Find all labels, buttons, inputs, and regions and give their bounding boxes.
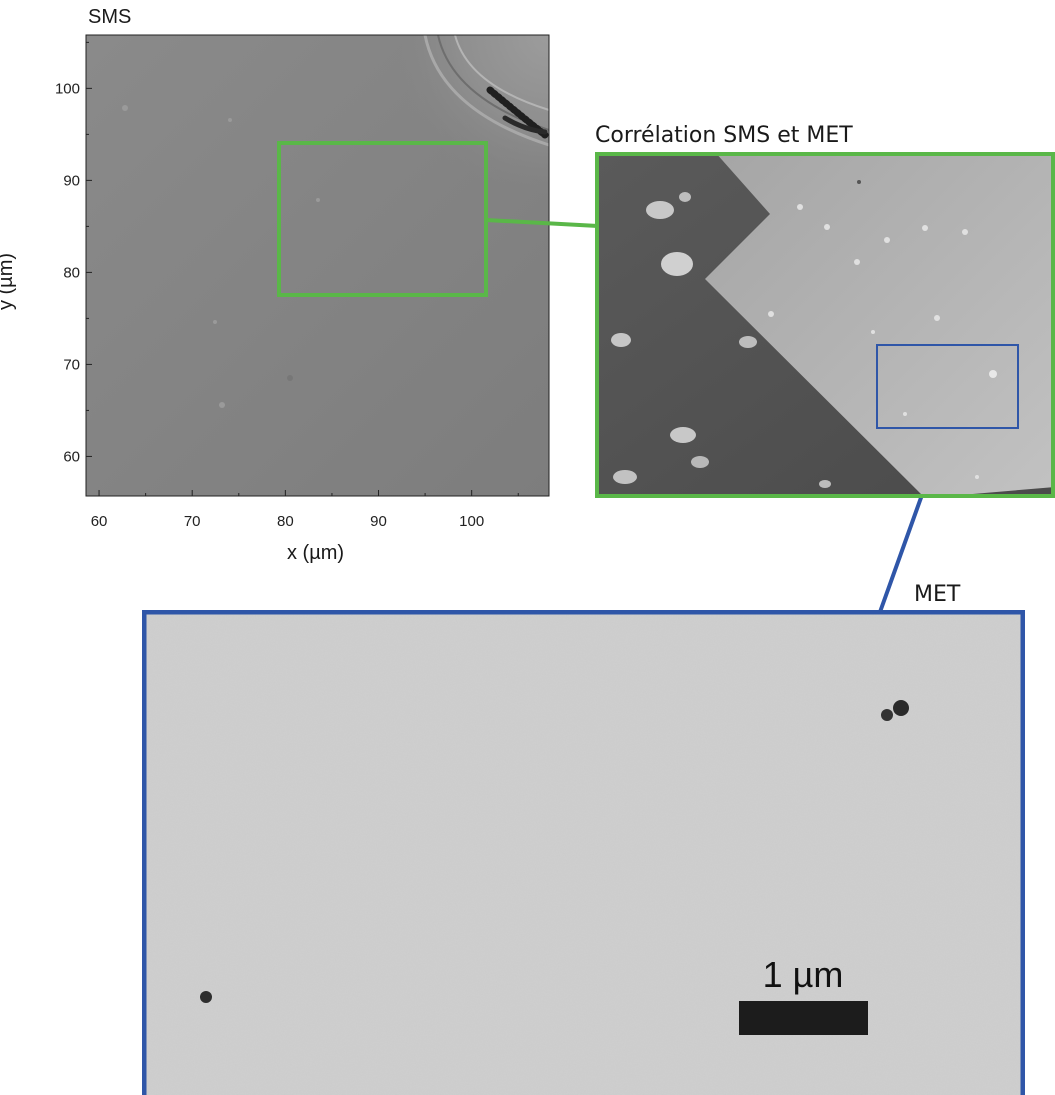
correlation-border <box>595 152 1055 498</box>
sms-x-axis: 60 70 80 90 100 <box>91 490 519 530</box>
dot <box>989 370 997 378</box>
nanoparticle <box>893 700 909 716</box>
sms-speck <box>228 118 232 122</box>
x-tick-label: 70 <box>184 513 201 530</box>
sms-plot: 60 70 80 90 100 60 70 80 90 100 <box>55 34 550 530</box>
dot <box>854 259 860 265</box>
blob <box>679 192 691 202</box>
blob <box>646 201 674 219</box>
sms-speck <box>316 198 320 202</box>
dot <box>903 412 907 416</box>
sms-y-axis: 60 70 80 90 100 <box>55 41 92 465</box>
blob <box>613 470 637 484</box>
sms-speck <box>287 375 293 381</box>
sms-speck <box>213 320 217 324</box>
dot <box>962 229 968 235</box>
sms-ring-3 <box>454 34 550 111</box>
sms-x-label: x (µm) <box>287 542 345 564</box>
dot <box>824 224 830 230</box>
correlation-image <box>595 152 1055 498</box>
blob <box>691 456 709 468</box>
sms-title: SMS <box>88 6 132 28</box>
dot <box>871 330 875 334</box>
y-tick-label: 90 <box>63 172 80 189</box>
blob <box>661 252 693 276</box>
sms-speck <box>122 105 128 111</box>
dot <box>934 315 940 321</box>
scale-bar <box>739 1001 868 1035</box>
x-tick-label: 90 <box>370 513 387 530</box>
sms-frame <box>85 34 550 497</box>
x-tick-label: 80 <box>277 513 294 530</box>
blob <box>739 336 757 348</box>
y-tick-label: 60 <box>63 448 80 465</box>
blob <box>670 427 696 443</box>
y-tick-label: 70 <box>63 356 80 373</box>
blob <box>611 333 631 347</box>
met-zoom-box <box>876 344 1019 429</box>
nanoparticle <box>200 991 212 1003</box>
dot <box>797 204 803 210</box>
dot <box>857 180 861 184</box>
sms-ring-1 <box>423 34 550 147</box>
sms-dark-cluster <box>502 115 548 135</box>
correlation-met-overlay <box>705 152 1055 498</box>
scale-bar-label: 1 µm <box>763 954 844 995</box>
green-connector-line <box>485 218 599 228</box>
x-tick-label: 100 <box>459 513 484 530</box>
dot <box>768 311 774 317</box>
nanoparticle <box>881 709 893 721</box>
dot <box>975 475 979 479</box>
sms-corner-feature <box>86 35 549 496</box>
y-tick-label: 80 <box>63 264 80 281</box>
met-border <box>142 610 1025 1095</box>
met-image: 1 µm <box>142 610 1025 1095</box>
blob <box>819 480 831 488</box>
met-title: MET <box>914 582 961 607</box>
dot <box>922 225 928 231</box>
dot <box>884 237 890 243</box>
x-tick-label: 60 <box>91 513 108 530</box>
met-grain <box>142 610 1025 1095</box>
correlation-title: Corrélation SMS et MET <box>595 123 853 148</box>
sms-speck <box>219 402 225 408</box>
y-tick-label: 100 <box>55 80 80 97</box>
sms-highlight-box <box>277 141 488 297</box>
